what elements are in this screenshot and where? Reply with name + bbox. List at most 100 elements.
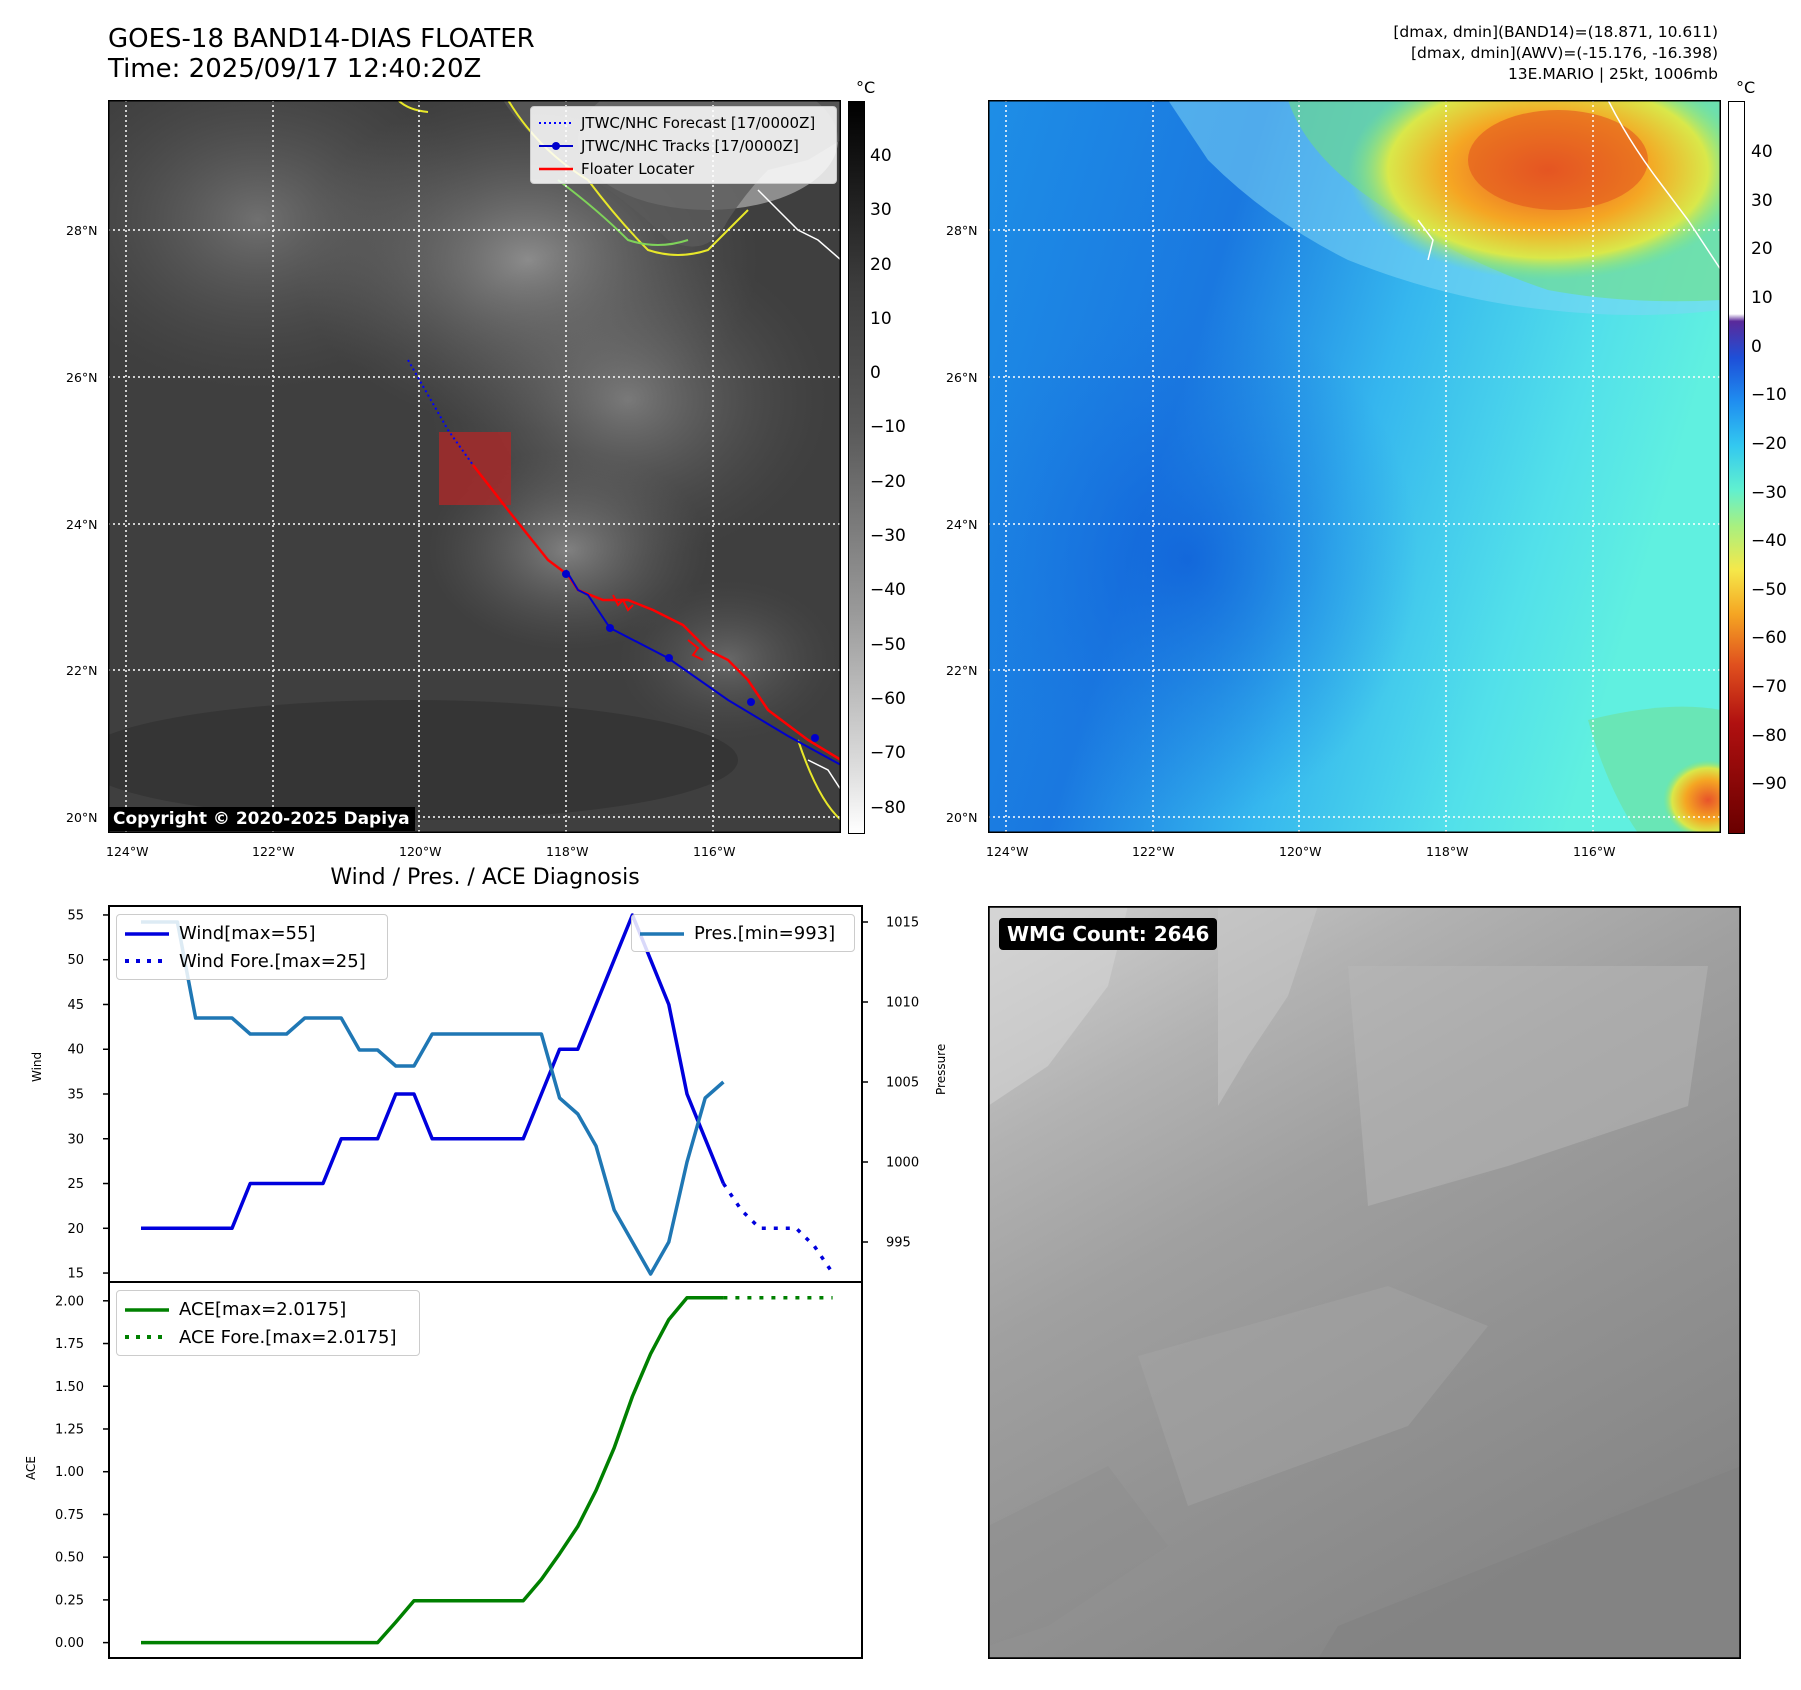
legend-wind-fore: Wind Fore.[max=25]: [179, 951, 366, 972]
colorbar-right-tick: −20: [1751, 434, 1787, 454]
colorbar-right-tick: −30: [1751, 483, 1787, 503]
info-storm: 13E.MARIO | 25kt, 1006mb: [1507, 65, 1718, 83]
ace-tick-label: 0.75: [55, 1508, 84, 1523]
colorbar-left-tick: 20: [870, 255, 892, 275]
ace-legend: ACE[max=2.0175] ACE Fore.[max=2.0175]: [116, 1290, 420, 1356]
ace-tick-label: 1.75: [55, 1337, 84, 1352]
wind-forecast-line: [721, 1182, 835, 1274]
lat-label: 22°N: [946, 663, 978, 678]
pressure-tick-label: 1005: [886, 1076, 919, 1091]
colorbar-right-tick: −70: [1751, 677, 1787, 697]
wind-tick-label: 35: [67, 1088, 84, 1103]
legend-tracks: JTWC/NHC Tracks [17/0000Z]: [581, 137, 799, 155]
info-awv: [dmax, dmin](AWV)=(-15.176, -16.398): [1411, 44, 1718, 62]
wmg-panel: [988, 906, 1741, 1659]
legend-ace-fore: ACE Fore.[max=2.0175]: [179, 1327, 397, 1348]
wmg-count-label: WMG Count: 2646: [999, 918, 1218, 950]
colorbar-left-tick: 30: [870, 200, 892, 220]
lat-label: 26°N: [946, 370, 978, 385]
lat-label: 26°N: [66, 370, 98, 385]
map-legend-swatches: [539, 122, 573, 171]
colorbar-left-tick: −40: [870, 580, 906, 600]
colorbar-right: [1728, 101, 1745, 834]
ace-tick-label: 1.00: [55, 1465, 84, 1480]
colorbar-left-tick: −50: [870, 635, 906, 655]
lat-label: 20°N: [946, 810, 978, 825]
pressure-tick-label: 1000: [886, 1156, 919, 1171]
legend-ace: ACE[max=2.0175]: [179, 1299, 347, 1320]
lon-label: 120°W: [1279, 844, 1322, 859]
colorbar-left-tick: 0: [870, 363, 881, 383]
colorbar-right-tick: 40: [1751, 142, 1773, 162]
wind-tick-label: 45: [67, 998, 84, 1013]
lat-label: 28°N: [946, 223, 978, 238]
wind-tick-label: 40: [67, 1043, 84, 1058]
lat-label: 20°N: [66, 810, 98, 825]
wind-tick-label: 50: [67, 953, 84, 968]
lon-label: 120°W: [399, 844, 442, 859]
pressure-tick-label: 1015: [886, 916, 919, 931]
lat-label: 24°N: [66, 517, 98, 532]
pressure-tick-label: 995: [886, 1236, 911, 1251]
wind-tick-label: 55: [67, 908, 84, 923]
lon-label: 116°W: [693, 844, 736, 859]
colorbar-right-tick: 20: [1751, 239, 1773, 259]
wind-legend: Wind[max=55] Wind Fore.[max=25]: [116, 914, 388, 980]
pressure-legend-swatch: [640, 932, 684, 936]
awv-map: [988, 100, 1721, 833]
ace-tick-label: 1.25: [55, 1422, 84, 1437]
lon-label: 124°W: [986, 844, 1029, 859]
ace-tick-label: 0.50: [55, 1551, 84, 1566]
legend-locater: Floater Locater: [581, 160, 695, 178]
colorbar-right-tick: −10: [1751, 385, 1787, 405]
colorbar-left-tick: 10: [870, 309, 892, 329]
wind-line: [141, 913, 726, 1231]
figure-title: GOES-18 BAND14-DIAS FLOATER: [108, 24, 535, 54]
wind-legend-swatches: [125, 932, 169, 963]
colorbar-right-tick: 0: [1751, 337, 1762, 357]
ace-tick-label: 0.00: [55, 1636, 84, 1651]
ace-tick-label: 0.25: [55, 1593, 84, 1608]
colorbar-left-unit: °C: [856, 78, 876, 97]
wind-tick-label: 30: [67, 1132, 84, 1147]
colorbar-right-tick: −60: [1751, 628, 1787, 648]
legend-forecast: JTWC/NHC Forecast [17/0000Z]: [581, 114, 816, 132]
colorbar-left-tick: −30: [870, 526, 906, 546]
colorbar-right-unit: °C: [1736, 78, 1756, 97]
ace-line: [141, 1296, 724, 1645]
colorbar-right-tick: −90: [1751, 774, 1787, 794]
colorbar-right-tick: −80: [1751, 726, 1787, 746]
colorbar-right-tick: 30: [1751, 191, 1773, 211]
ace-tick-label: 1.50: [55, 1380, 84, 1395]
pressure-line: [141, 920, 725, 1276]
copyright-label: Copyright © 2020-2025 Dapiya: [108, 807, 415, 831]
lon-label: 122°W: [252, 844, 295, 859]
legend-pres: Pres.[min=993]: [694, 923, 836, 944]
colorbar-right-tick: −50: [1751, 580, 1787, 600]
legend-wind: Wind[max=55]: [179, 923, 316, 944]
wind-tick-label: 15: [67, 1267, 84, 1282]
map-legend: JTWC/NHC Forecast [17/0000Z] JTWC/NHC Tr…: [530, 106, 837, 184]
colorbar-left-tick: −70: [870, 743, 906, 763]
colorbar-right-tick: 10: [1751, 288, 1773, 308]
lon-label: 116°W: [1573, 844, 1616, 859]
lon-label: 122°W: [1132, 844, 1175, 859]
colorbar-left-tick: 40: [870, 146, 892, 166]
colorbar-left-tick: −80: [870, 798, 906, 818]
figure-time: Time: 2025/09/17 12:40:20Z: [108, 54, 482, 84]
colorbar-left: [848, 101, 865, 834]
pressure-legend: Pres.[min=993]: [631, 914, 855, 952]
lat-label: 28°N: [66, 223, 98, 238]
lat-label: 22°N: [66, 663, 98, 678]
info-band14: [dmax, dmin](BAND14)=(18.871, 10.611): [1393, 23, 1718, 41]
ace-plot-frame: [108, 1281, 863, 1659]
ace-legend-swatches: [125, 1308, 169, 1339]
colorbar-left-tick: −10: [870, 417, 906, 437]
colorbar-left-tick: −60: [870, 689, 906, 709]
wind-tick-label: 20: [67, 1222, 84, 1237]
lon-label: 118°W: [546, 844, 589, 859]
ace-tick-label: 2.00: [55, 1294, 84, 1309]
lon-label: 118°W: [1426, 844, 1469, 859]
diag-title: Wind / Pres. / ACE Diagnosis: [330, 865, 640, 890]
